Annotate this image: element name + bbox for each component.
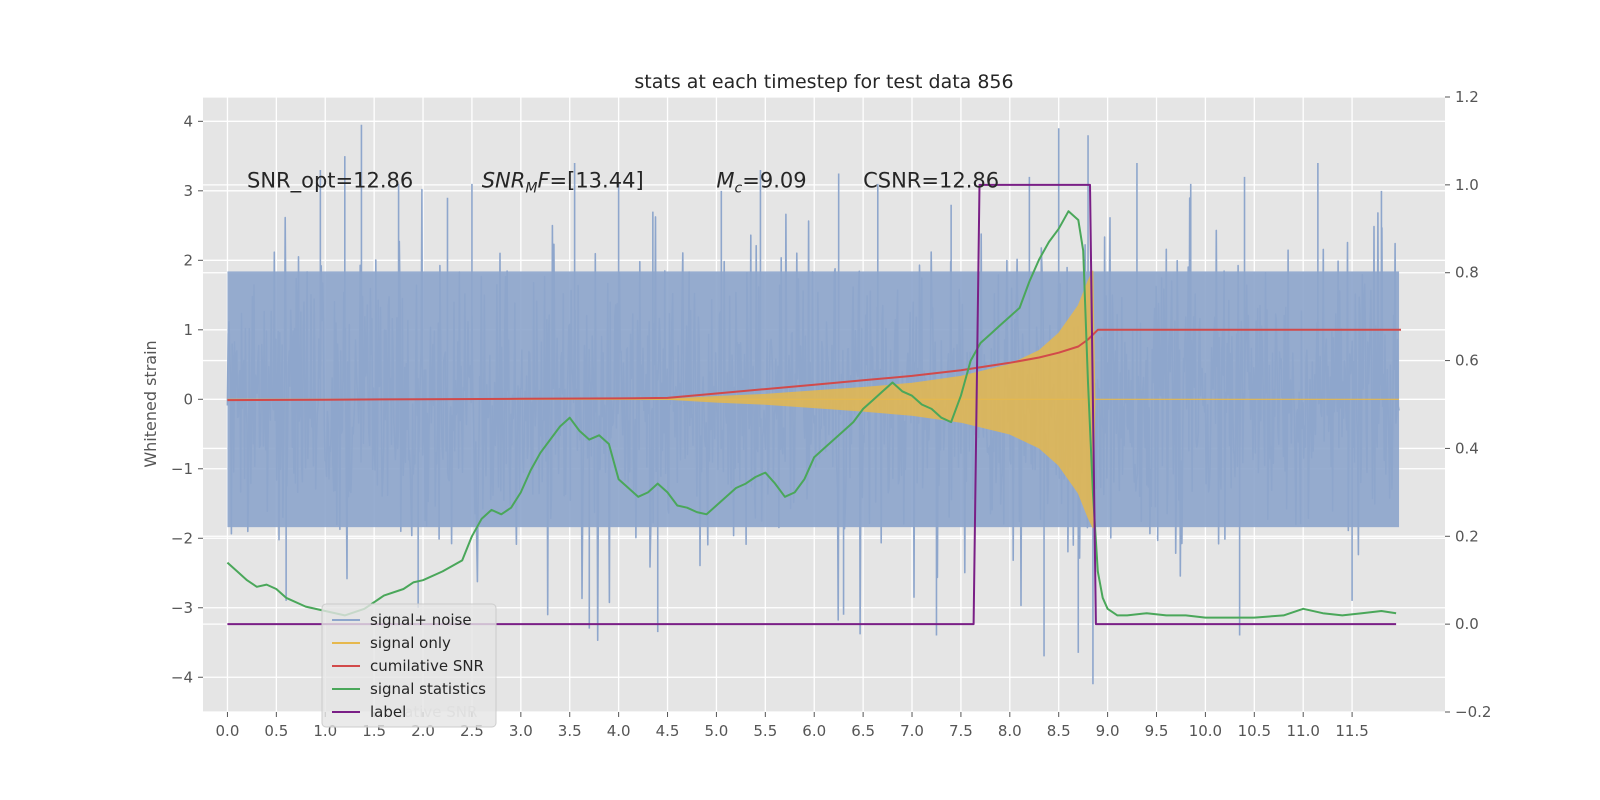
- x-tick-label: 8.0: [998, 722, 1022, 740]
- annotation-2: Mc=9.09: [716, 168, 806, 196]
- right-axis-lines: [226, 183, 1401, 626]
- signal-statistics-line: [226, 210, 1397, 619]
- x-tick-label: 6.0: [802, 722, 826, 740]
- chart-title: stats at each timestep for test data 856: [634, 71, 1013, 93]
- y2-tick-label: 0.0: [1455, 615, 1479, 633]
- y2-tick-label: 0.8: [1455, 264, 1479, 282]
- x-tick-label: 3.0: [509, 722, 533, 740]
- x-tick-label: 7.5: [949, 722, 973, 740]
- x-tick-label: 11.5: [1335, 722, 1368, 740]
- x-tick-label: 3.5: [558, 722, 582, 740]
- y2-tick-label: −0.2: [1455, 703, 1491, 721]
- y-tick-label: 0: [183, 390, 193, 408]
- axes: 0.0 0.5 1.0 1.5 2.0 2.5 3.0 3.5 4.0 4.5 5.0 5.5 6.0 6…: [171, 88, 1492, 740]
- y-tick-label: −2: [171, 529, 193, 547]
- cumulative-snr-line: [227, 328, 1401, 402]
- y-axis-label: Whitened strain: [141, 340, 160, 467]
- annotations: SNR_opt=12.86 SNRMF=[13.44] Mc=9.09 CSNR=12…: [247, 168, 999, 196]
- y-tick-label: 2: [183, 251, 193, 269]
- x-tick-label: 9.0: [1096, 722, 1120, 740]
- x-tick-label: 0.5: [264, 722, 288, 740]
- x-tick-label: 8.5: [1047, 722, 1071, 740]
- y2-tick-label: 0.6: [1455, 352, 1479, 370]
- x-tick-label: 9.5: [1145, 722, 1169, 740]
- x-tick-label: 5.0: [704, 722, 728, 740]
- x-tick-label: 7.0: [900, 722, 924, 740]
- legend-signal-statistics-label: signal statistics: [370, 680, 486, 698]
- y-tick-label: 1: [183, 321, 193, 339]
- legend-box: [321, 603, 497, 728]
- x-tick-label: 4.5: [656, 722, 680, 740]
- x-tick-label: 11.0: [1286, 722, 1319, 740]
- legend-label-label: label: [370, 703, 406, 721]
- annotation-1: SNRMF=[13.44]: [482, 168, 644, 196]
- x-tick-label: 0.0: [216, 722, 240, 740]
- x-tick-label: 4.0: [607, 722, 631, 740]
- annotation-3: CSNR=12.86: [863, 168, 999, 192]
- y-tick-label: −4: [171, 668, 193, 686]
- x-tick-label: 10.0: [1189, 722, 1222, 740]
- x-tick-label: 6.5: [851, 722, 875, 740]
- y2-tick-label: 0.2: [1455, 527, 1479, 545]
- y-tick-label: 4: [183, 112, 193, 130]
- annotation-0: SNR_opt=12.86: [247, 168, 413, 193]
- y2-tick-label: 1.0: [1455, 176, 1479, 194]
- legend-signal-noise-label: signal+ noise: [370, 611, 472, 629]
- x-tick-label: 10.5: [1238, 722, 1271, 740]
- label-line: [227, 183, 1397, 626]
- x-tick-label: 5.5: [753, 722, 777, 740]
- y2-tick-label: 1.2: [1455, 88, 1479, 106]
- y-tick-label: −1: [171, 460, 193, 478]
- y-tick-label: 3: [183, 182, 193, 200]
- y2-tick-label: 0.4: [1455, 439, 1479, 457]
- legend-signal-only-label: signal only: [370, 634, 451, 652]
- legend-cumulative-snr-label: cumilative SNR: [370, 657, 484, 675]
- y-tick-label: −3: [171, 599, 193, 617]
